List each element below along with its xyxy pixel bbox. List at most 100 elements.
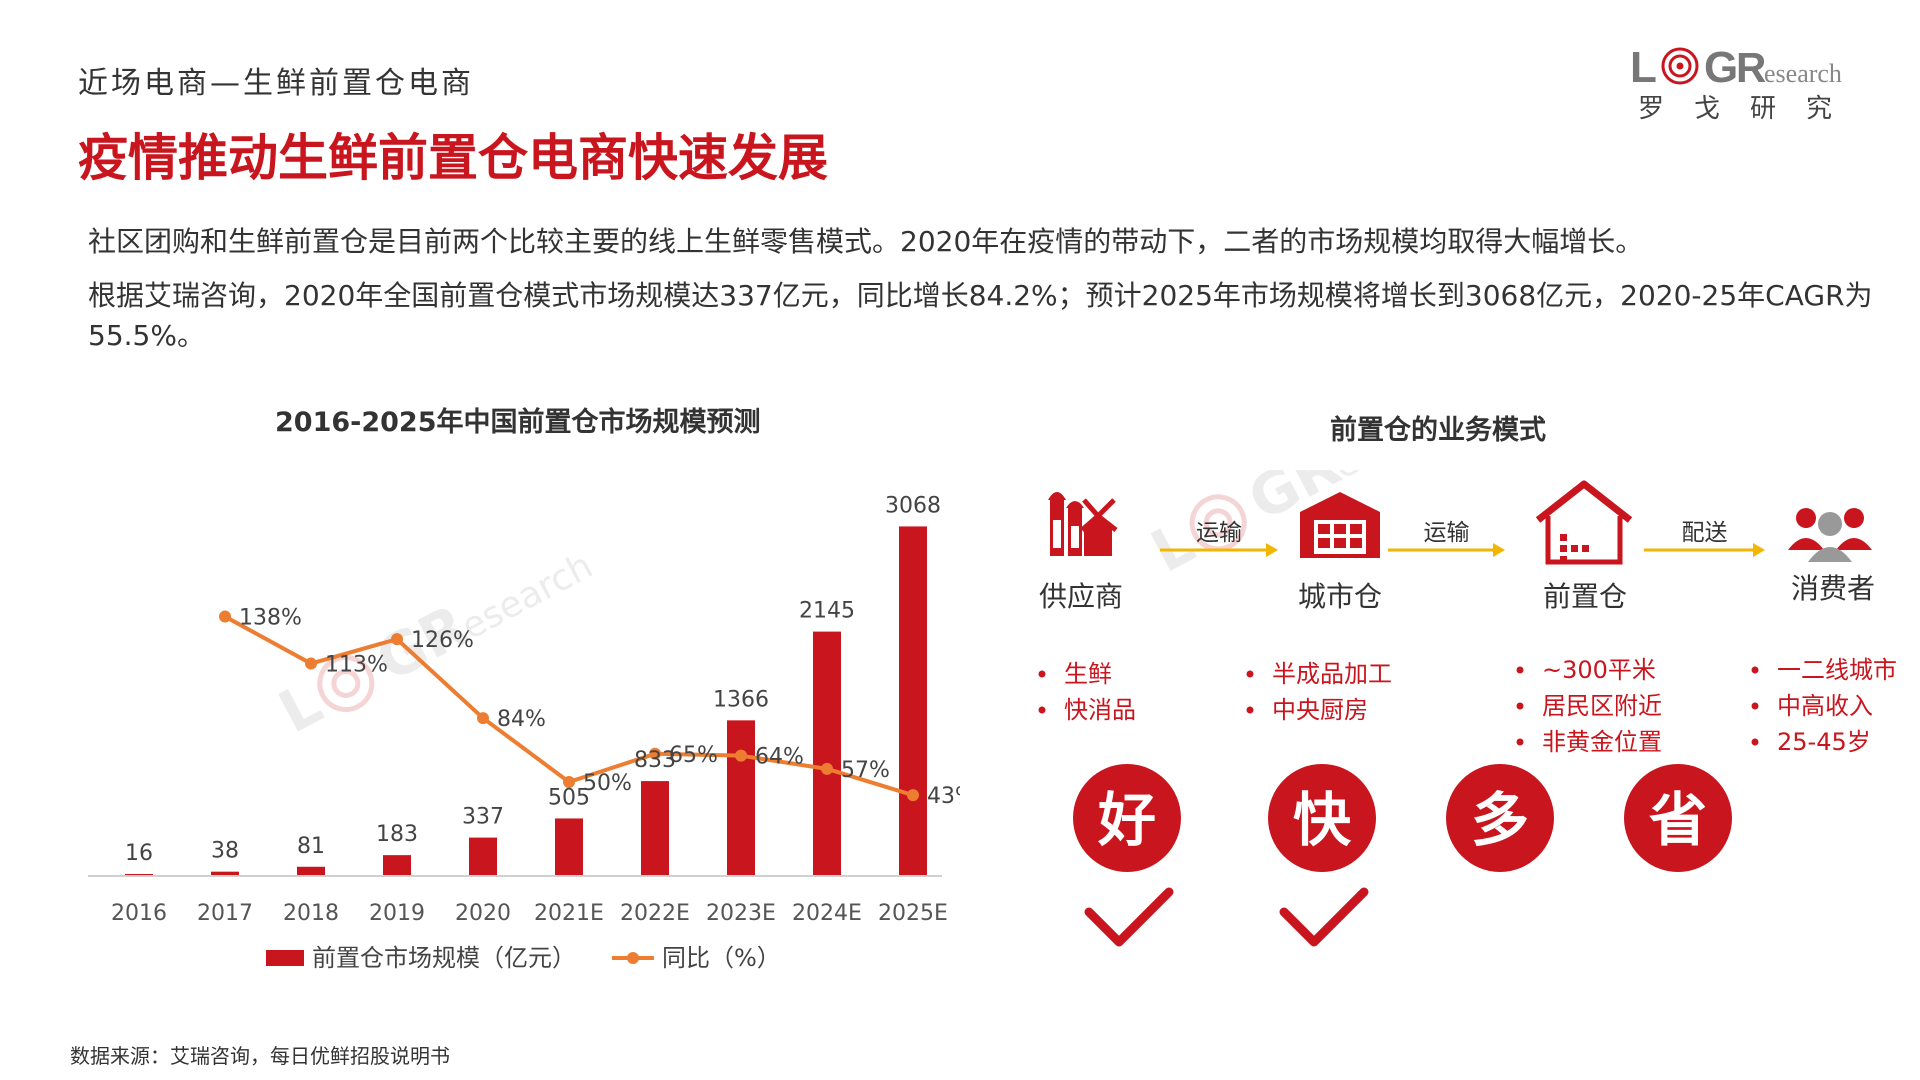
yoy-point-2020: [477, 712, 489, 725]
flow-title: 前置仓的业务模式: [1330, 415, 1546, 446]
badge-char-4: 省: [1649, 786, 1707, 854]
x-tick-2023E: 2023E: [706, 901, 776, 926]
yoy-point-2022E: [649, 747, 661, 760]
bar-2022E: [641, 781, 669, 876]
svg-text:L: L: [1630, 43, 1657, 92]
bar-label-2024E: 2145: [799, 599, 855, 624]
legend-line-label: 同比（%）: [662, 944, 781, 972]
bar-label-2021E: 505: [548, 785, 590, 810]
yoy-point-2018: [305, 657, 317, 670]
bar-label-2016: 16: [125, 841, 153, 866]
yoy-label-2020: 84%: [497, 707, 546, 732]
badge-char-3: 多: [1471, 786, 1529, 854]
yoy-label-2024E: 57%: [841, 758, 890, 783]
bar-2023E: [727, 720, 755, 876]
yoy-point-2017: [219, 610, 231, 623]
arrow-head-icon: [1266, 543, 1278, 557]
market-paragraph: 根据艾瑞咨询，2020年全国前置仓模式市场规模达337亿元，同比增长84.2%；…: [88, 279, 1873, 352]
bullet-dot: [1751, 738, 1759, 746]
bar-2018: [297, 866, 325, 876]
intro-paragraph: 社区团购和生鲜前置仓是目前两个比较主要的线上生鲜零售模式。2020年在疫情的带动…: [88, 225, 1644, 258]
badge-char-2: 快: [1293, 786, 1352, 854]
bullet-2-1: 半成品加工: [1272, 660, 1392, 688]
warehouse-icon: [1300, 492, 1380, 558]
bullet-dot: [1246, 706, 1254, 714]
yoy-point-2024E: [821, 762, 833, 775]
x-tick-2025E: 2025E: [878, 901, 948, 926]
yoy-label-2025E: 43%: [927, 784, 960, 809]
bullet-4-2: 中高收入: [1777, 692, 1873, 720]
logo-target-icon: [1661, 47, 1699, 85]
badge-circle-3: [1446, 764, 1554, 872]
node-label-4: 消费者: [1791, 572, 1875, 605]
page-subtitle: 近场电商—生鲜前置仓电商: [78, 66, 474, 101]
bullet-dot: [1751, 702, 1759, 710]
bar-label-2022E: 833: [634, 748, 676, 773]
house-icon: [1535, 480, 1633, 565]
x-tick-2020: 2020: [455, 901, 511, 926]
legend-bar-swatch: [266, 950, 304, 966]
bar-2020: [469, 837, 497, 876]
node-label-1: 供应商: [1039, 580, 1123, 613]
arrow-head-icon: [1753, 543, 1765, 557]
bullet-1-1: 生鲜: [1064, 660, 1112, 688]
bullet-dot: [1516, 738, 1524, 746]
badge-circle-1: [1073, 764, 1181, 872]
bullet-dot: [1038, 706, 1046, 714]
badge-circle-2: [1268, 764, 1376, 872]
bullet-dot: [1751, 666, 1759, 674]
node-label-2: 城市仓: [1298, 580, 1382, 613]
yoy-label-2023E: 64%: [755, 745, 804, 770]
bar-label-2025E: 3068: [885, 493, 941, 518]
bullet-dot: [1516, 666, 1524, 674]
svg-text:esearch: esearch: [455, 545, 599, 648]
bullet-3-2: 居民区附近: [1542, 692, 1662, 720]
legend-bar-label: 前置仓市场规模（亿元）: [312, 944, 576, 972]
farm-icon: [1048, 492, 1118, 556]
yoy-label-2018: 113%: [325, 653, 388, 678]
bullet-2-2: 中央厨房: [1272, 696, 1368, 724]
checkmark-icon: [1084, 887, 1174, 947]
bullet-dot: [1516, 702, 1524, 710]
yoy-point-2019: [391, 633, 403, 646]
yoy-point-2023E: [735, 749, 747, 762]
x-tick-2019: 2019: [369, 901, 425, 926]
bullet-dot: [1038, 670, 1046, 678]
x-tick-2021E: 2021E: [534, 901, 604, 926]
yoy-point-2025E: [907, 789, 919, 802]
bullet-dot: [1246, 670, 1254, 678]
arrow-label-3: 配送: [1682, 520, 1728, 546]
bar-2019: [383, 855, 411, 876]
market-size-chart: L GR esearch 162016382017812018183201933…: [88, 493, 960, 972]
yoy-label-2019: 126%: [411, 628, 474, 653]
bullet-4-1: 一二线城市: [1777, 656, 1897, 684]
business-model-diagram: L GR esearch: [1038, 470, 1897, 947]
bar-label-2019: 183: [376, 822, 418, 847]
yoy-point-2021E: [563, 776, 575, 788]
x-tick-2018: 2018: [283, 901, 339, 926]
bar-label-2017: 38: [211, 839, 239, 864]
yoy-line: [224, 614, 914, 798]
svg-text:esearch: esearch: [1327, 470, 1471, 487]
x-tick-2017: 2017: [197, 901, 253, 926]
yoy-label-2022E: 65%: [669, 743, 718, 768]
x-tick-2022E: 2022E: [620, 901, 690, 926]
arrow-label-1: 运输: [1196, 520, 1242, 546]
bar-2021E: [555, 818, 583, 876]
logr-logo: L G R esearch: [1630, 43, 1842, 92]
yoy-label-2017: 138%: [239, 606, 302, 631]
yoy-label-2021E: 50%: [583, 771, 632, 796]
data-source: 数据来源：艾瑞咨询，每日优鲜招股说明书: [70, 1044, 450, 1068]
svg-text:esearch: esearch: [1764, 59, 1842, 88]
bar-label-2018: 81: [297, 834, 325, 859]
arrow-label-2: 运输: [1424, 520, 1470, 546]
bullet-1-2: 快消品: [1064, 696, 1136, 724]
svg-text:L: L: [268, 669, 333, 746]
bar-label-2020: 337: [462, 805, 504, 830]
node-label-3: 前置仓: [1543, 580, 1627, 613]
page-headline: 疫情推动生鲜前置仓电商快速发展: [78, 129, 828, 187]
x-tick-2024E: 2024E: [792, 901, 862, 926]
bar-2017: [211, 871, 239, 876]
bullet-3-3: 非黄金位置: [1542, 728, 1662, 756]
bar-2024E: [813, 631, 841, 876]
